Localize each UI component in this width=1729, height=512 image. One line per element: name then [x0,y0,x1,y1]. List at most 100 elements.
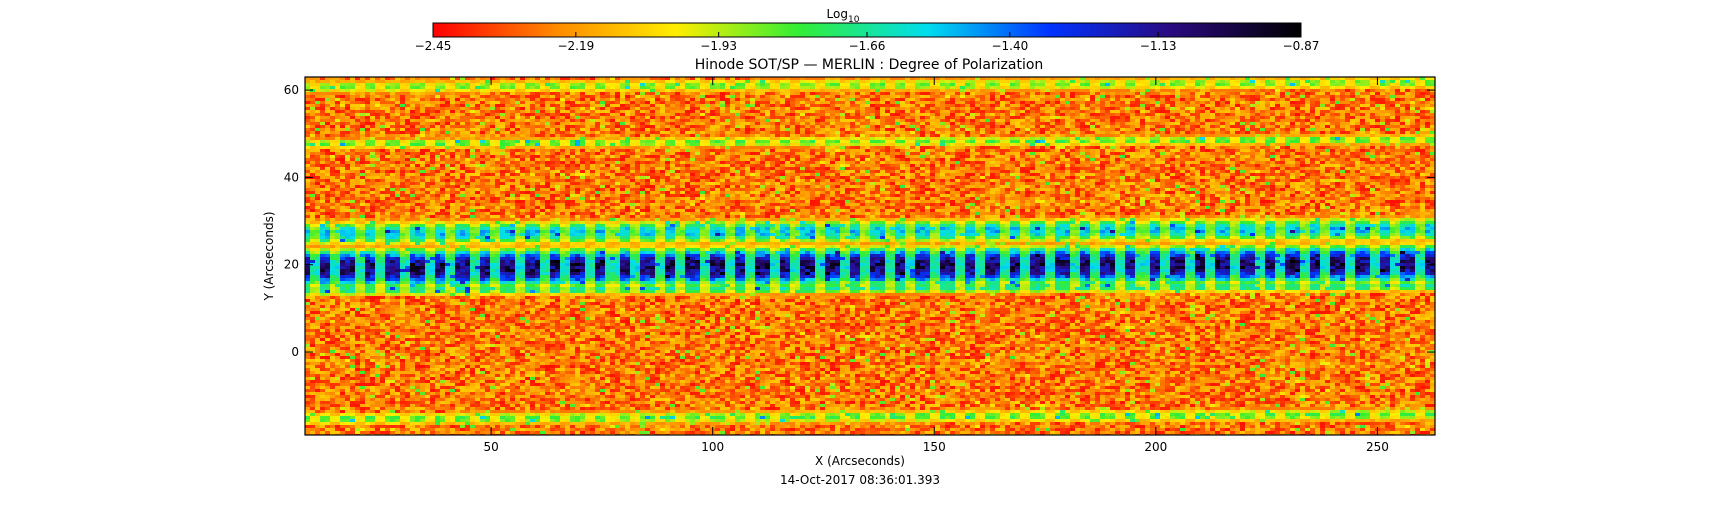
heatmap-cell [680,140,685,143]
heatmap-cell [670,101,675,104]
heatmap-cell [1185,116,1190,119]
heatmap-cell [385,140,390,143]
heatmap-cell [1205,110,1210,113]
heatmap-cell [905,113,910,116]
heatmap-cell [980,89,985,92]
heatmap-cell [1200,119,1205,122]
heatmap-cell [1060,92,1065,95]
heatmap-cell [880,116,885,119]
heatmap-cell [500,98,505,101]
heatmap-cell [1050,119,1055,122]
heatmap-cell [1000,107,1005,110]
heatmap-cell [590,83,595,86]
heatmap-cell [520,86,525,89]
heatmap-cell [530,122,535,125]
heatmap-cell [505,125,510,128]
heatmap-cell [345,86,350,89]
heatmap-cell [1010,116,1015,119]
heatmap-cell [700,89,705,92]
heatmap-cell [1065,113,1070,116]
heatmap-cell [555,80,560,83]
heatmap-cell [545,83,550,86]
heatmap-cell [380,89,385,92]
heatmap-cell [1175,95,1180,98]
heatmap-cell [935,89,940,92]
heatmap-cell [1090,137,1095,140]
heatmap-cell [480,83,485,86]
heatmap-cell [1150,110,1155,113]
heatmap-cell [900,125,905,128]
heatmap-cell [1175,77,1180,80]
heatmap-cell [800,137,805,140]
heatmap-cell [925,107,930,110]
heatmap-cell [1020,95,1025,98]
heatmap-cell [1060,83,1065,86]
heatmap-cell [405,140,410,143]
heatmap-cell [870,95,875,98]
heatmap-cell [1175,137,1180,140]
heatmap-cell [455,86,460,89]
heatmap-cell [1370,92,1375,95]
heatmap-cell [555,131,560,134]
heatmap-cell [1235,107,1240,110]
heatmap-cell [680,134,685,137]
heatmap-cell [915,89,920,92]
heatmap-cell [550,92,555,95]
heatmap-cell [700,125,705,128]
heatmap-cell [1070,128,1075,131]
heatmap-cell [575,128,580,131]
heatmap-cell [1415,110,1420,113]
heatmap-cell [345,128,350,131]
heatmap-cell [955,137,960,140]
heatmap-cell [1315,137,1320,140]
heatmap-cell [585,83,590,86]
heatmap-cell [805,134,810,137]
heatmap-cell [465,98,470,101]
heatmap-cell [395,101,400,104]
heatmap-cell [1370,116,1375,119]
heatmap-cell [1210,125,1215,128]
heatmap-cell [830,128,835,131]
heatmap-cell [625,107,630,110]
heatmap-cell [1260,125,1265,128]
heatmap-cell [675,83,680,86]
heatmap-cell [505,128,510,131]
heatmap-cell [815,122,820,125]
heatmap-cell [725,101,730,104]
heatmap-cell [675,134,680,137]
heatmap-cell [415,98,420,101]
heatmap-cell [875,116,880,119]
heatmap-cell [780,137,785,140]
heatmap-cell [1190,134,1195,137]
heatmap-cell [490,95,495,98]
heatmap-cell [835,104,840,107]
heatmap-cell [1055,83,1060,86]
heatmap-cell [1365,83,1370,86]
heatmap-cell [645,128,650,131]
heatmap-cell [405,122,410,125]
heatmap-cell [860,125,865,128]
heatmap-cell [755,128,760,131]
heatmap-cell [595,119,600,122]
heatmap-cell [1395,137,1400,140]
heatmap-cell [945,92,950,95]
heatmap-cell [550,101,555,104]
heatmap-cell [1425,116,1430,119]
heatmap-cell [755,101,760,104]
heatmap-cell [990,119,995,122]
heatmap-cell [595,89,600,92]
heatmap-cell [330,89,335,92]
heatmap-cell [1335,110,1340,113]
heatmap-cell [695,92,700,95]
heatmap-cell [645,122,650,125]
heatmap-cell [870,113,875,116]
heatmap-cell [1090,116,1095,119]
heatmap-cell [1370,80,1375,83]
heatmap-cell [590,95,595,98]
heatmap-cell [990,77,995,80]
heatmap-cell [1265,110,1270,113]
heatmap-cell [580,125,585,128]
heatmap-cell [440,86,445,89]
heatmap-cell [940,89,945,92]
